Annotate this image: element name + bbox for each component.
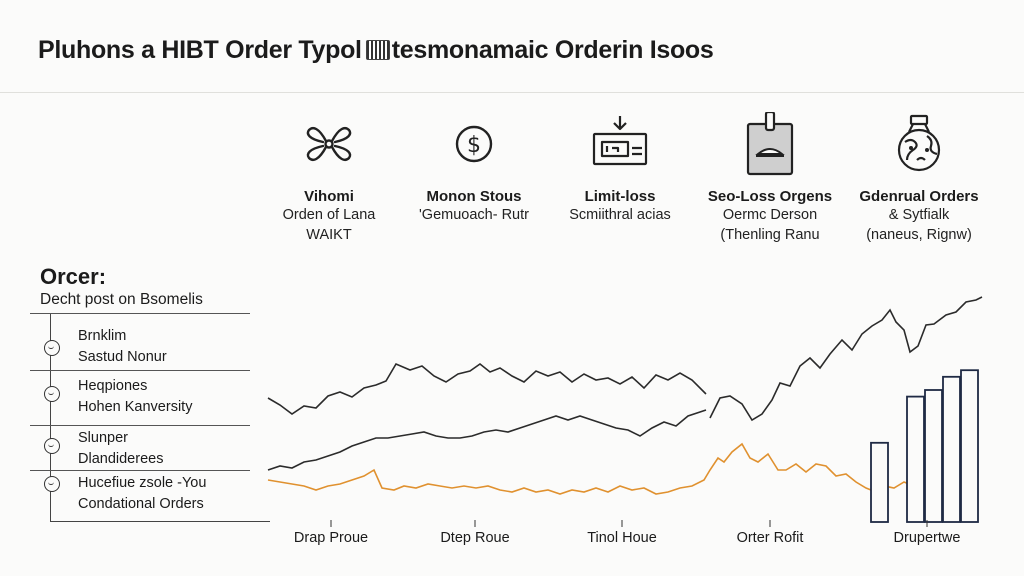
list-item: Heqpiones Hohen Kanversity (78, 378, 193, 415)
list-item: Slunper Dlandiderees (78, 430, 164, 467)
bar (906, 395, 925, 523)
list-divider (30, 370, 250, 371)
x-tick-label: Tinol Houe (587, 530, 657, 546)
list-item: Hucefiue zsole -You Condational Orders (78, 475, 207, 512)
download-tray-icon (592, 116, 648, 166)
panel-divider (30, 313, 250, 314)
panel-subtitle: Decht post on Bsomelis (40, 291, 203, 308)
header-divider (0, 92, 1024, 93)
dollar-coin-icon: $ (455, 125, 493, 163)
bar (942, 375, 961, 523)
order-type-card-5: Gdenrual Orders & Sytfialk (naneus, Rign… (844, 112, 994, 245)
page-title: Pluhons a HIBT Order Typol tesmonamaic Or… (38, 36, 714, 64)
order-type-card-1: Vihomi Orden of Lana WAIKT (254, 112, 404, 245)
x-tick-label: Drap Proue (293, 530, 369, 546)
smile-icon (44, 340, 60, 356)
x-tick-label: Orter Rofit (736, 530, 804, 546)
bar (924, 389, 943, 523)
bar-group (870, 369, 979, 523)
panel-baseline (50, 521, 270, 522)
list-item: Brnklim Sastud Nonur (78, 328, 167, 365)
order-type-card-3: Limit-loss Scmiithral acias (545, 112, 695, 225)
globe-bag-icon (897, 114, 941, 172)
clipboard-icon (746, 112, 794, 176)
list-divider (30, 425, 250, 426)
order-type-card-4: Seo-Loss Orgens Oermc Derson (Thenling R… (695, 112, 845, 245)
smile-icon (44, 386, 60, 402)
smile-icon (44, 438, 60, 454)
order-type-card-2: $ Monon Stous 'Gemuoach- Rutr (399, 112, 549, 225)
x-tick-label: Dtep Roue (440, 530, 510, 546)
propeller-icon (306, 127, 352, 161)
bar (870, 441, 889, 523)
panel-title: Orcer: (40, 264, 107, 289)
series-line-upper (267, 362, 707, 415)
x-axis-ticks (330, 520, 928, 527)
smile-icon (44, 476, 60, 492)
series-line-upper-right (709, 296, 983, 422)
x-tick-label: Drupertwe (893, 530, 961, 546)
barcode-icon (365, 40, 390, 60)
series-line-middle (267, 409, 707, 471)
list-divider (30, 470, 250, 471)
bar (960, 369, 979, 523)
svg-text:$: $ (467, 133, 481, 158)
panel-timeline-line (50, 314, 51, 522)
